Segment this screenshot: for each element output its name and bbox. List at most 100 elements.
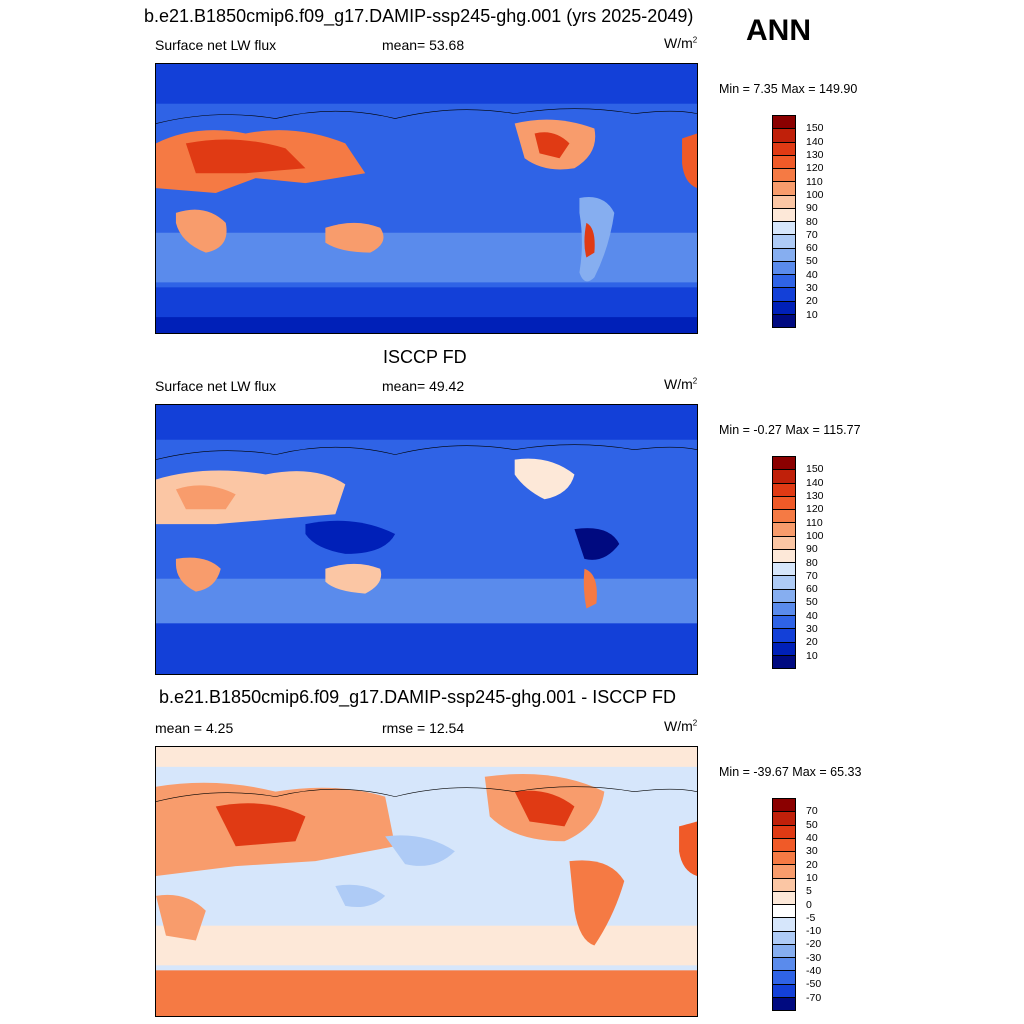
colorbar-swatch — [773, 629, 795, 643]
colorbar-tick-label: 140 — [806, 135, 824, 148]
colorbar-tick-label: -20 — [806, 938, 822, 951]
panel2-variable-label: Surface net LW flux — [155, 378, 277, 394]
colorbar-tick-label: 100 — [806, 529, 824, 542]
panel1-title: b.e21.B1850cmip6.f09_g17.DAMIP-ssp245-gh… — [144, 6, 694, 26]
colorbar-tick-label: 0 — [806, 898, 812, 911]
panel1-variable-label: Surface net LW flux — [155, 37, 277, 53]
colorbar-tick-label: -70 — [806, 991, 822, 1004]
colorbar-swatch — [773, 301, 795, 315]
colorbar-tick-label: -40 — [806, 965, 822, 978]
panel1-colorbar — [772, 115, 796, 328]
colorbar-tick-label: 20 — [806, 295, 818, 308]
colorbar-swatch — [773, 905, 795, 919]
panel3-rmse-label: rmse = 12.54 — [382, 720, 465, 736]
colorbar-tick-label: 10 — [806, 649, 818, 662]
colorbar-tick-label: 150 — [806, 463, 824, 476]
panel2-minmax: Min = -0.27 Max = 115.77 — [719, 423, 861, 437]
colorbar-tick-label: 60 — [806, 242, 818, 255]
colorbar-tick-label: 70 — [806, 228, 818, 241]
colorbar-swatch — [773, 984, 795, 998]
colorbar-swatch — [773, 655, 795, 668]
colorbar-tick-label: 150 — [806, 122, 824, 135]
panel2-mean-label: mean= 49.42 — [382, 378, 465, 394]
panel2-title: ISCCP FD — [383, 347, 467, 367]
colorbar-tick-label: 90 — [806, 202, 818, 215]
panel1-map — [155, 63, 698, 334]
colorbar-swatch — [773, 878, 795, 892]
colorbar-swatch — [773, 222, 795, 236]
colorbar-tick-label: 30 — [806, 845, 818, 858]
panel3-mean-label: mean = 4.25 — [155, 720, 234, 736]
colorbar-tick-label: -50 — [806, 978, 822, 991]
colorbar-swatch — [773, 496, 795, 510]
colorbar-tick-label: 50 — [806, 596, 818, 609]
colorbar-tick-label: 130 — [806, 148, 824, 161]
colorbar-swatch — [773, 891, 795, 905]
colorbar-swatch — [773, 116, 795, 130]
colorbar-swatch — [773, 155, 795, 169]
colorbar-swatch — [773, 510, 795, 524]
panel2-colorbar — [772, 456, 796, 669]
colorbar-tick-label: 50 — [806, 255, 818, 268]
panel3-minmax: Min = -39.67 Max = 65.33 — [719, 765, 862, 779]
colorbar-swatch — [773, 971, 795, 985]
colorbar-swatch — [773, 931, 795, 945]
colorbar-swatch — [773, 275, 795, 289]
colorbar-swatch — [773, 563, 795, 577]
colorbar-swatch — [773, 129, 795, 143]
colorbar-swatch — [773, 235, 795, 249]
colorbar-swatch — [773, 958, 795, 972]
panel1-units: W/m2 — [664, 35, 698, 51]
season-label: ANN — [746, 14, 811, 47]
colorbar-tick-label: 30 — [806, 282, 818, 295]
colorbar-swatch — [773, 457, 795, 471]
colorbar-tick-label: 130 — [806, 489, 824, 502]
colorbar-tick-label: 10 — [806, 308, 818, 321]
colorbar-swatch — [773, 944, 795, 958]
colorbar-tick-label: 70 — [806, 569, 818, 582]
colorbar-swatch — [773, 812, 795, 826]
colorbar-tick-label: -5 — [806, 911, 816, 924]
colorbar-swatch — [773, 195, 795, 209]
colorbar-swatch — [773, 169, 795, 183]
colorbar-swatch — [773, 549, 795, 563]
colorbar-tick-label: 100 — [806, 188, 824, 201]
panel3-colorbar — [772, 798, 796, 1011]
colorbar-swatch — [773, 142, 795, 156]
colorbar-swatch — [773, 261, 795, 275]
colorbar-swatch — [773, 616, 795, 630]
colorbar-swatch — [773, 208, 795, 222]
colorbar-swatch — [773, 523, 795, 537]
colorbar-swatch — [773, 288, 795, 302]
colorbar-tick-label: -30 — [806, 951, 822, 964]
colorbar-swatch — [773, 865, 795, 879]
colorbar-swatch — [773, 576, 795, 590]
colorbar-tick-label: 5 — [806, 885, 812, 898]
colorbar-tick-label: 10 — [806, 871, 818, 884]
colorbar-tick-label: 120 — [806, 162, 824, 175]
colorbar-swatch — [773, 997, 795, 1010]
colorbar-tick-label: 120 — [806, 503, 824, 516]
colorbar-tick-label: 40 — [806, 268, 818, 281]
colorbar-tick-label: 110 — [806, 516, 823, 529]
colorbar-tick-label: 70 — [806, 805, 818, 818]
colorbar-tick-label: 80 — [806, 215, 818, 228]
colorbar-swatch — [773, 182, 795, 196]
colorbar-tick-label: 40 — [806, 831, 818, 844]
colorbar-swatch — [773, 852, 795, 866]
colorbar-tick-label: 40 — [806, 609, 818, 622]
colorbar-swatch — [773, 536, 795, 550]
colorbar-tick-label: 50 — [806, 818, 818, 831]
colorbar-swatch — [773, 248, 795, 262]
colorbar-tick-label: -10 — [806, 925, 822, 938]
colorbar-swatch — [773, 918, 795, 932]
panel3-map — [155, 746, 698, 1017]
colorbar-swatch — [773, 602, 795, 616]
colorbar-tick-label: 20 — [806, 858, 818, 871]
panel2-map — [155, 404, 698, 675]
colorbar-swatch — [773, 799, 795, 813]
colorbar-swatch — [773, 825, 795, 839]
colorbar-tick-label: 140 — [806, 476, 824, 489]
panel3-title: b.e21.B1850cmip6.f09_g17.DAMIP-ssp245-gh… — [159, 687, 676, 707]
colorbar-swatch — [773, 642, 795, 656]
